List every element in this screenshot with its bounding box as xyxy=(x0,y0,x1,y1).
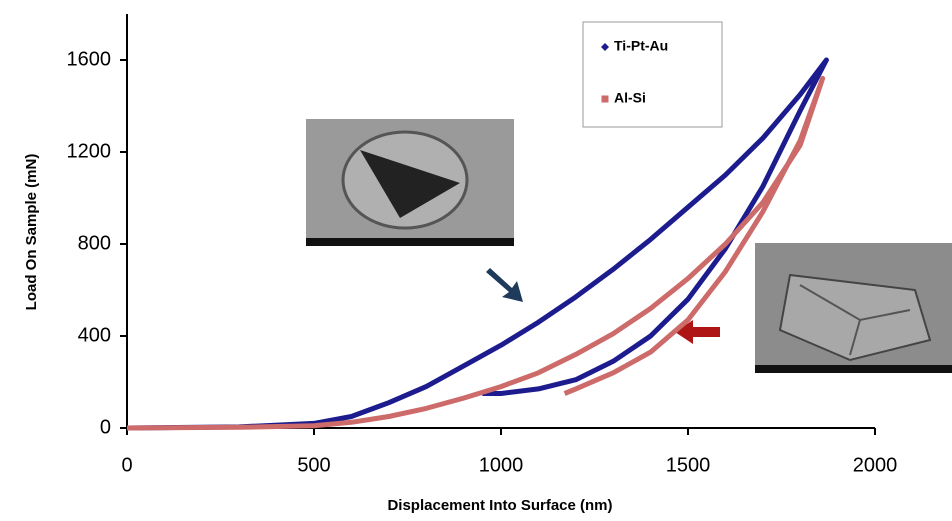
x-tick-label: 500 xyxy=(297,454,330,476)
x-tick-label: 2000 xyxy=(853,454,898,476)
y-tick-label: 0 xyxy=(100,416,111,438)
y-tick-label: 800 xyxy=(78,232,111,254)
sem-image-left xyxy=(306,119,514,246)
y-tick-label: 1200 xyxy=(67,140,112,162)
y-tick-label: 400 xyxy=(78,324,111,346)
legend xyxy=(582,21,723,128)
data-line xyxy=(126,57,829,431)
x-tick-label: 0 xyxy=(121,454,132,476)
x-tick-label: 1500 xyxy=(666,454,711,476)
y-tick-label: 1600 xyxy=(67,48,112,70)
legend-marker xyxy=(601,95,609,103)
x-axis-title: Displacement Into Surface (nm) xyxy=(387,497,612,514)
legend-label: Ti-Pt-Au xyxy=(614,38,668,54)
arrow xyxy=(675,320,720,344)
y-axis-title: Load On Sample (mN) xyxy=(23,154,40,311)
arrow xyxy=(486,268,523,302)
sem-image-right xyxy=(755,243,952,373)
legend-label: Al-Si xyxy=(614,90,646,106)
legend-marker xyxy=(601,43,609,51)
x-tick-label: 1000 xyxy=(479,454,524,476)
data-line xyxy=(126,75,826,431)
